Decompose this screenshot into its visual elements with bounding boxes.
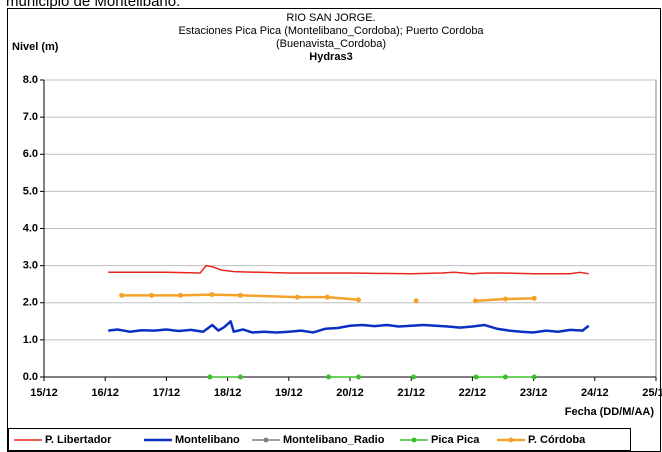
x-tick-label: 18/12	[214, 387, 242, 399]
legend-marker	[508, 437, 514, 443]
x-tick-label: 20/12	[336, 387, 364, 399]
x-tick-label: 25/12	[642, 387, 662, 399]
point	[502, 296, 508, 302]
y-tick-label: 1.0	[23, 334, 38, 346]
series-line	[108, 264, 589, 275]
y-tick-label: 5.0	[23, 185, 38, 197]
y-tick-label: 0.0	[23, 371, 38, 383]
point	[413, 298, 419, 304]
point	[324, 294, 330, 300]
x-tick-label: 22/12	[459, 387, 487, 399]
x-tick-label: 16/12	[91, 387, 119, 399]
point	[177, 292, 183, 298]
point	[237, 374, 243, 380]
x-tick-label: 19/12	[275, 387, 303, 399]
point	[237, 292, 243, 298]
x-axis-label: Fecha (DD/M/AA)	[565, 406, 655, 418]
point	[119, 292, 125, 298]
y-tick-label: 2.0	[23, 297, 38, 309]
point	[209, 292, 215, 298]
point	[531, 295, 537, 301]
y-tick-label: 7.0	[23, 111, 38, 123]
point	[356, 374, 362, 380]
legend-label: P. Córdoba	[528, 434, 586, 446]
point	[472, 298, 478, 304]
point	[207, 374, 213, 380]
x-tick-label: 17/12	[153, 387, 181, 399]
series-line	[108, 320, 590, 334]
y-tick-label: 6.0	[23, 148, 38, 160]
y-tick-label: 4.0	[23, 222, 38, 234]
legend-label: Pica Pica	[431, 434, 480, 446]
point	[473, 374, 479, 380]
point	[294, 294, 300, 300]
x-tick-label: 15/12	[30, 387, 58, 399]
legend-label: Montelibano_Radio	[283, 434, 385, 446]
y-tick-label: 8.0	[23, 74, 38, 86]
x-tick-label: 23/12	[520, 387, 548, 399]
y-tick-label: 3.0	[23, 260, 38, 272]
point	[149, 292, 155, 298]
legend-marker	[263, 437, 269, 443]
x-tick-label: 21/12	[397, 387, 425, 399]
chart-title: (Buenavista_Cordoba)	[276, 38, 386, 50]
point	[411, 374, 417, 380]
chart-title: Estaciones Pica Pica (Montelibano_Cordob…	[178, 25, 484, 37]
y-axis-label: Nivel (m)	[12, 41, 59, 53]
point	[502, 374, 508, 380]
x-tick-label: 24/12	[581, 387, 609, 399]
point	[531, 374, 537, 380]
point	[356, 297, 362, 303]
point	[326, 374, 332, 380]
legend-label: Montelibano	[175, 434, 240, 446]
legend	[8, 428, 631, 451]
legend-marker	[411, 437, 417, 443]
chart-title: RIO SAN JORGE.	[286, 12, 375, 24]
chart-subtitle: Hydras3	[309, 51, 352, 63]
page-heading: municipio de Montelibano.	[6, 0, 180, 10]
legend-label: P. Libertador	[45, 434, 112, 446]
